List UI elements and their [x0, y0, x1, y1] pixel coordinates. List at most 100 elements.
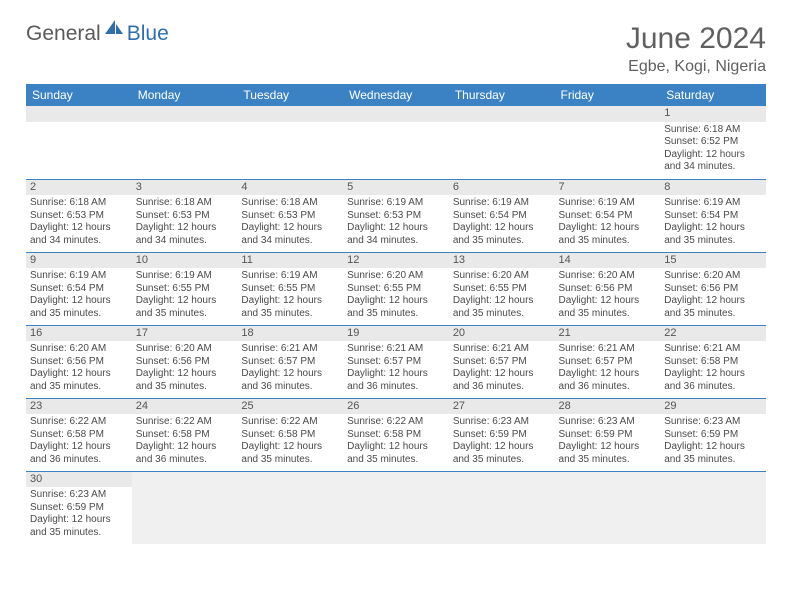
daylight-text: Daylight: 12 hours and 35 minutes. [664, 441, 762, 466]
sunset-text: Sunset: 6:55 PM [241, 283, 339, 296]
sunrise-text: Sunrise: 6:21 AM [559, 343, 657, 356]
daylight-text: Daylight: 12 hours and 35 minutes. [559, 441, 657, 466]
day-number: 22 [660, 326, 766, 342]
day-number: 27 [449, 399, 555, 415]
calendar-week-row: 2Sunrise: 6:18 AMSunset: 6:53 PMDaylight… [26, 179, 766, 252]
sunrise-text: Sunrise: 6:19 AM [664, 197, 762, 210]
calendar-day-cell: 26Sunrise: 6:22 AMSunset: 6:58 PMDayligh… [343, 398, 449, 471]
calendar-day-cell: 27Sunrise: 6:23 AMSunset: 6:59 PMDayligh… [449, 398, 555, 471]
day-number-empty [237, 106, 343, 122]
title-block: June 2024 Egbe, Kogi, Nigeria [626, 22, 766, 76]
day-number: 7 [555, 180, 661, 196]
sunset-text: Sunset: 6:58 PM [241, 429, 339, 442]
weekday-header: Wednesday [343, 84, 449, 106]
calendar-day-cell: 4Sunrise: 6:18 AMSunset: 6:53 PMDaylight… [237, 179, 343, 252]
sunset-text: Sunset: 6:56 PM [664, 283, 762, 296]
daylight-text: Daylight: 12 hours and 35 minutes. [30, 368, 128, 393]
sunrise-text: Sunrise: 6:19 AM [559, 197, 657, 210]
calendar-day-cell [237, 471, 343, 544]
sunset-text: Sunset: 6:55 PM [347, 283, 445, 296]
sunrise-text: Sunrise: 6:20 AM [136, 343, 234, 356]
brand-logo: General Blue [26, 22, 169, 46]
sunrise-text: Sunrise: 6:22 AM [30, 416, 128, 429]
calendar-day-cell [343, 471, 449, 544]
calendar-day-cell: 25Sunrise: 6:22 AMSunset: 6:58 PMDayligh… [237, 398, 343, 471]
calendar-day-cell: 24Sunrise: 6:22 AMSunset: 6:58 PMDayligh… [132, 398, 238, 471]
weekday-header: Monday [132, 84, 238, 106]
sunrise-text: Sunrise: 6:22 AM [241, 416, 339, 429]
calendar-day-cell: 23Sunrise: 6:22 AMSunset: 6:58 PMDayligh… [26, 398, 132, 471]
daylight-text: Daylight: 12 hours and 36 minutes. [453, 368, 551, 393]
sunset-text: Sunset: 6:58 PM [347, 429, 445, 442]
day-number: 29 [660, 399, 766, 415]
daylight-text: Daylight: 12 hours and 35 minutes. [347, 441, 445, 466]
daylight-text: Daylight: 12 hours and 34 minutes. [347, 222, 445, 247]
sunset-text: Sunset: 6:54 PM [559, 210, 657, 223]
sunrise-text: Sunrise: 6:21 AM [347, 343, 445, 356]
daylight-text: Daylight: 12 hours and 35 minutes. [30, 514, 128, 539]
calendar-week-row: 9Sunrise: 6:19 AMSunset: 6:54 PMDaylight… [26, 252, 766, 325]
calendar-day-cell [26, 106, 132, 179]
calendar-day-cell: 14Sunrise: 6:20 AMSunset: 6:56 PMDayligh… [555, 252, 661, 325]
sunset-text: Sunset: 6:59 PM [664, 429, 762, 442]
location-label: Egbe, Kogi, Nigeria [626, 58, 766, 76]
day-number: 26 [343, 399, 449, 415]
calendar-day-cell [555, 106, 661, 179]
calendar-day-cell [555, 471, 661, 544]
calendar-page: General Blue June 2024 Egbe, Kogi, Niger… [0, 0, 792, 566]
calendar-week-row: 23Sunrise: 6:22 AMSunset: 6:58 PMDayligh… [26, 398, 766, 471]
month-title: June 2024 [626, 22, 766, 56]
day-number: 5 [343, 180, 449, 196]
sunrise-text: Sunrise: 6:23 AM [30, 489, 128, 502]
daylight-text: Daylight: 12 hours and 35 minutes. [136, 295, 234, 320]
calendar-day-cell: 13Sunrise: 6:20 AMSunset: 6:55 PMDayligh… [449, 252, 555, 325]
day-number: 3 [132, 180, 238, 196]
day-number: 17 [132, 326, 238, 342]
sunset-text: Sunset: 6:56 PM [136, 356, 234, 369]
sunrise-text: Sunrise: 6:21 AM [241, 343, 339, 356]
calendar-day-cell: 30Sunrise: 6:23 AMSunset: 6:59 PMDayligh… [26, 471, 132, 544]
day-number-empty [343, 106, 449, 122]
sunset-text: Sunset: 6:56 PM [559, 283, 657, 296]
brand-part2: Blue [127, 22, 169, 46]
calendar-day-cell: 1 Sunrise: 6:18 AMSunset: 6:52 PMDaylight… [660, 106, 766, 179]
sunrise-text: Sunrise: 6:18 AM [664, 124, 762, 137]
sunset-text: Sunset: 6:55 PM [453, 283, 551, 296]
sunset-text: Sunset: 6:53 PM [241, 210, 339, 223]
calendar-day-cell: 17Sunrise: 6:20 AMSunset: 6:56 PMDayligh… [132, 325, 238, 398]
daylight-text: Daylight: 12 hours and 34 minutes. [136, 222, 234, 247]
calendar-day-cell [660, 471, 766, 544]
calendar-day-cell: 18Sunrise: 6:21 AMSunset: 6:57 PMDayligh… [237, 325, 343, 398]
calendar-day-cell: 21Sunrise: 6:21 AMSunset: 6:57 PMDayligh… [555, 325, 661, 398]
sunset-text: Sunset: 6:55 PM [136, 283, 234, 296]
sunset-text: Sunset: 6:57 PM [559, 356, 657, 369]
day-number: 1 [660, 106, 766, 122]
sunset-text: Sunset: 6:54 PM [664, 210, 762, 223]
weekday-header: Friday [555, 84, 661, 106]
sunrise-text: Sunrise: 6:20 AM [347, 270, 445, 283]
brand-part1: General [26, 22, 101, 46]
calendar-day-cell: 3Sunrise: 6:18 AMSunset: 6:53 PMDaylight… [132, 179, 238, 252]
daylight-text: Daylight: 12 hours and 35 minutes. [453, 222, 551, 247]
sunset-text: Sunset: 6:53 PM [30, 210, 128, 223]
calendar-day-cell [132, 106, 238, 179]
daylight-text: Daylight: 12 hours and 36 minutes. [559, 368, 657, 393]
day-number: 4 [237, 180, 343, 196]
weekday-header: Saturday [660, 84, 766, 106]
day-number: 10 [132, 253, 238, 269]
sunset-text: Sunset: 6:52 PM [664, 136, 762, 149]
daylight-text: Daylight: 12 hours and 36 minutes. [241, 368, 339, 393]
calendar-day-cell: 15Sunrise: 6:20 AMSunset: 6:56 PMDayligh… [660, 252, 766, 325]
calendar-day-cell: 16Sunrise: 6:20 AMSunset: 6:56 PMDayligh… [26, 325, 132, 398]
weekday-header-row: Sunday Monday Tuesday Wednesday Thursday… [26, 84, 766, 106]
calendar-day-cell: 29Sunrise: 6:23 AMSunset: 6:59 PMDayligh… [660, 398, 766, 471]
daylight-text: Daylight: 12 hours and 35 minutes. [453, 441, 551, 466]
weekday-header: Tuesday [237, 84, 343, 106]
daylight-text: Daylight: 12 hours and 34 minutes. [664, 149, 762, 174]
sunrise-text: Sunrise: 6:18 AM [30, 197, 128, 210]
calendar-body: 1Sunrise: 6:18 AMSunset: 6:52 PMDaylight… [26, 106, 766, 544]
sunrise-text: Sunrise: 6:23 AM [453, 416, 551, 429]
day-number: 14 [555, 253, 661, 269]
day-number: 12 [343, 253, 449, 269]
sunset-text: Sunset: 6:59 PM [559, 429, 657, 442]
